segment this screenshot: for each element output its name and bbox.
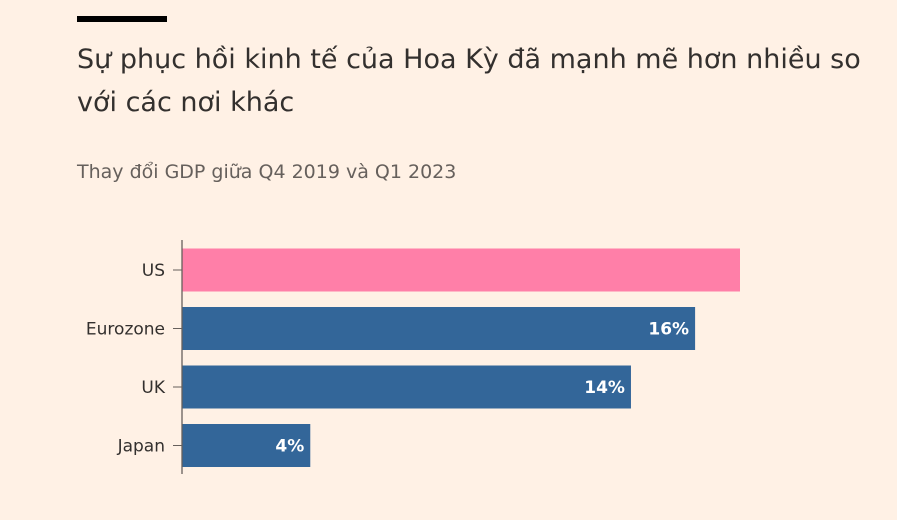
chart-subtitle: Thay đổi GDP giữa Q4 2019 và Q1 2023 [77, 161, 457, 183]
data-label-uk: 14% [584, 378, 625, 398]
data-label-eurozone: 16% [648, 320, 689, 340]
chart-title: Sự phục hồi kinh tế của Hoa Kỳ đã mạnh m… [77, 44, 861, 118]
category-label-japan: Japan [117, 437, 165, 457]
category-label-uk: UK [141, 378, 165, 398]
bar-japan [182, 424, 311, 467]
bar-eurozone [182, 307, 696, 350]
bar-uk [182, 365, 631, 409]
bar-us [182, 248, 740, 292]
category-label-eurozone: Eurozone [86, 320, 165, 340]
data-label-japan: 4% [275, 437, 304, 457]
top-accent-rule [77, 16, 167, 22]
category-label-us: US [142, 261, 165, 281]
